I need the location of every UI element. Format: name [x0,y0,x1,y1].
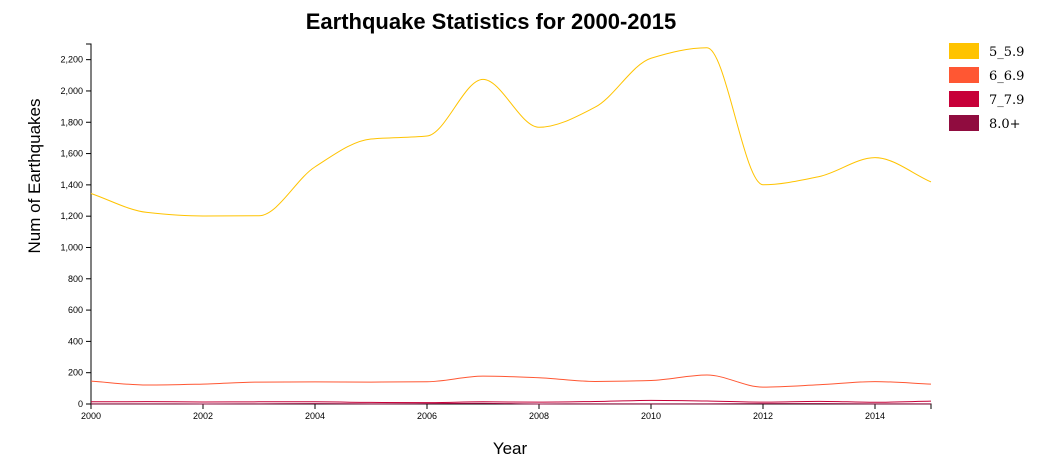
y-tick-label: 1,400 [60,180,83,190]
y-tick-label: 1,800 [60,117,83,127]
x-axis-line [90,403,932,409]
y-tick-label: 1,200 [60,211,83,221]
x-tick-label: 2000 [81,411,101,421]
legend-label: 8.0+ [989,117,1021,132]
y-axis-line [86,43,92,405]
series-line-6_6.9 [90,374,932,388]
series-lines [90,47,932,405]
y-tick-label: 0 [78,399,83,409]
y-tick-label: 1,000 [60,242,83,252]
series-line-7_7.9 [90,399,932,404]
legend-label: 5_5.9 [989,45,1024,60]
legend-swatch [949,91,979,107]
y-axis: 0 200 400 600 800 1,000 1,200 1,400 1,600 1,800 2,… [60,43,92,409]
legend-label: 7_7.9 [989,93,1024,108]
x-tick-label: 2006 [417,411,437,421]
y-tick-label: 1,600 [60,149,83,159]
x-tick-label: 2002 [193,411,213,421]
x-axis: 2000 2002 2004 2006 2008 2010 2012 2014 [81,403,932,421]
chart-title: Earthquake Statistics for 2000-2015 [306,9,677,34]
x-axis-label: Year [493,439,528,458]
series-line-8.0+ [91,402,931,405]
x-tick-label: 2012 [753,411,773,421]
y-tick-label: 200 [68,368,83,378]
y-tick-label: 2,200 [60,55,83,65]
y-tick-label: 400 [68,336,83,346]
y-tick-label: 800 [68,274,83,284]
x-tick-label: 2004 [305,411,325,421]
legend-label: 6_6.9 [989,69,1024,84]
legend-swatch [949,67,979,83]
x-tick-label: 2010 [641,411,661,421]
y-axis-label: Num of Earthquakes [25,99,44,254]
y-tick-label: 2,000 [60,86,83,96]
x-tick-label: 2014 [865,411,885,421]
legend-swatch [949,43,979,59]
legend: 5_5.9 6_6.9 7_7.9 8.0+ [949,43,1024,132]
series-line-5_5.9 [90,47,932,217]
x-tick-label: 2008 [529,411,549,421]
y-tick-label: 600 [68,305,83,315]
legend-swatch [949,115,979,131]
